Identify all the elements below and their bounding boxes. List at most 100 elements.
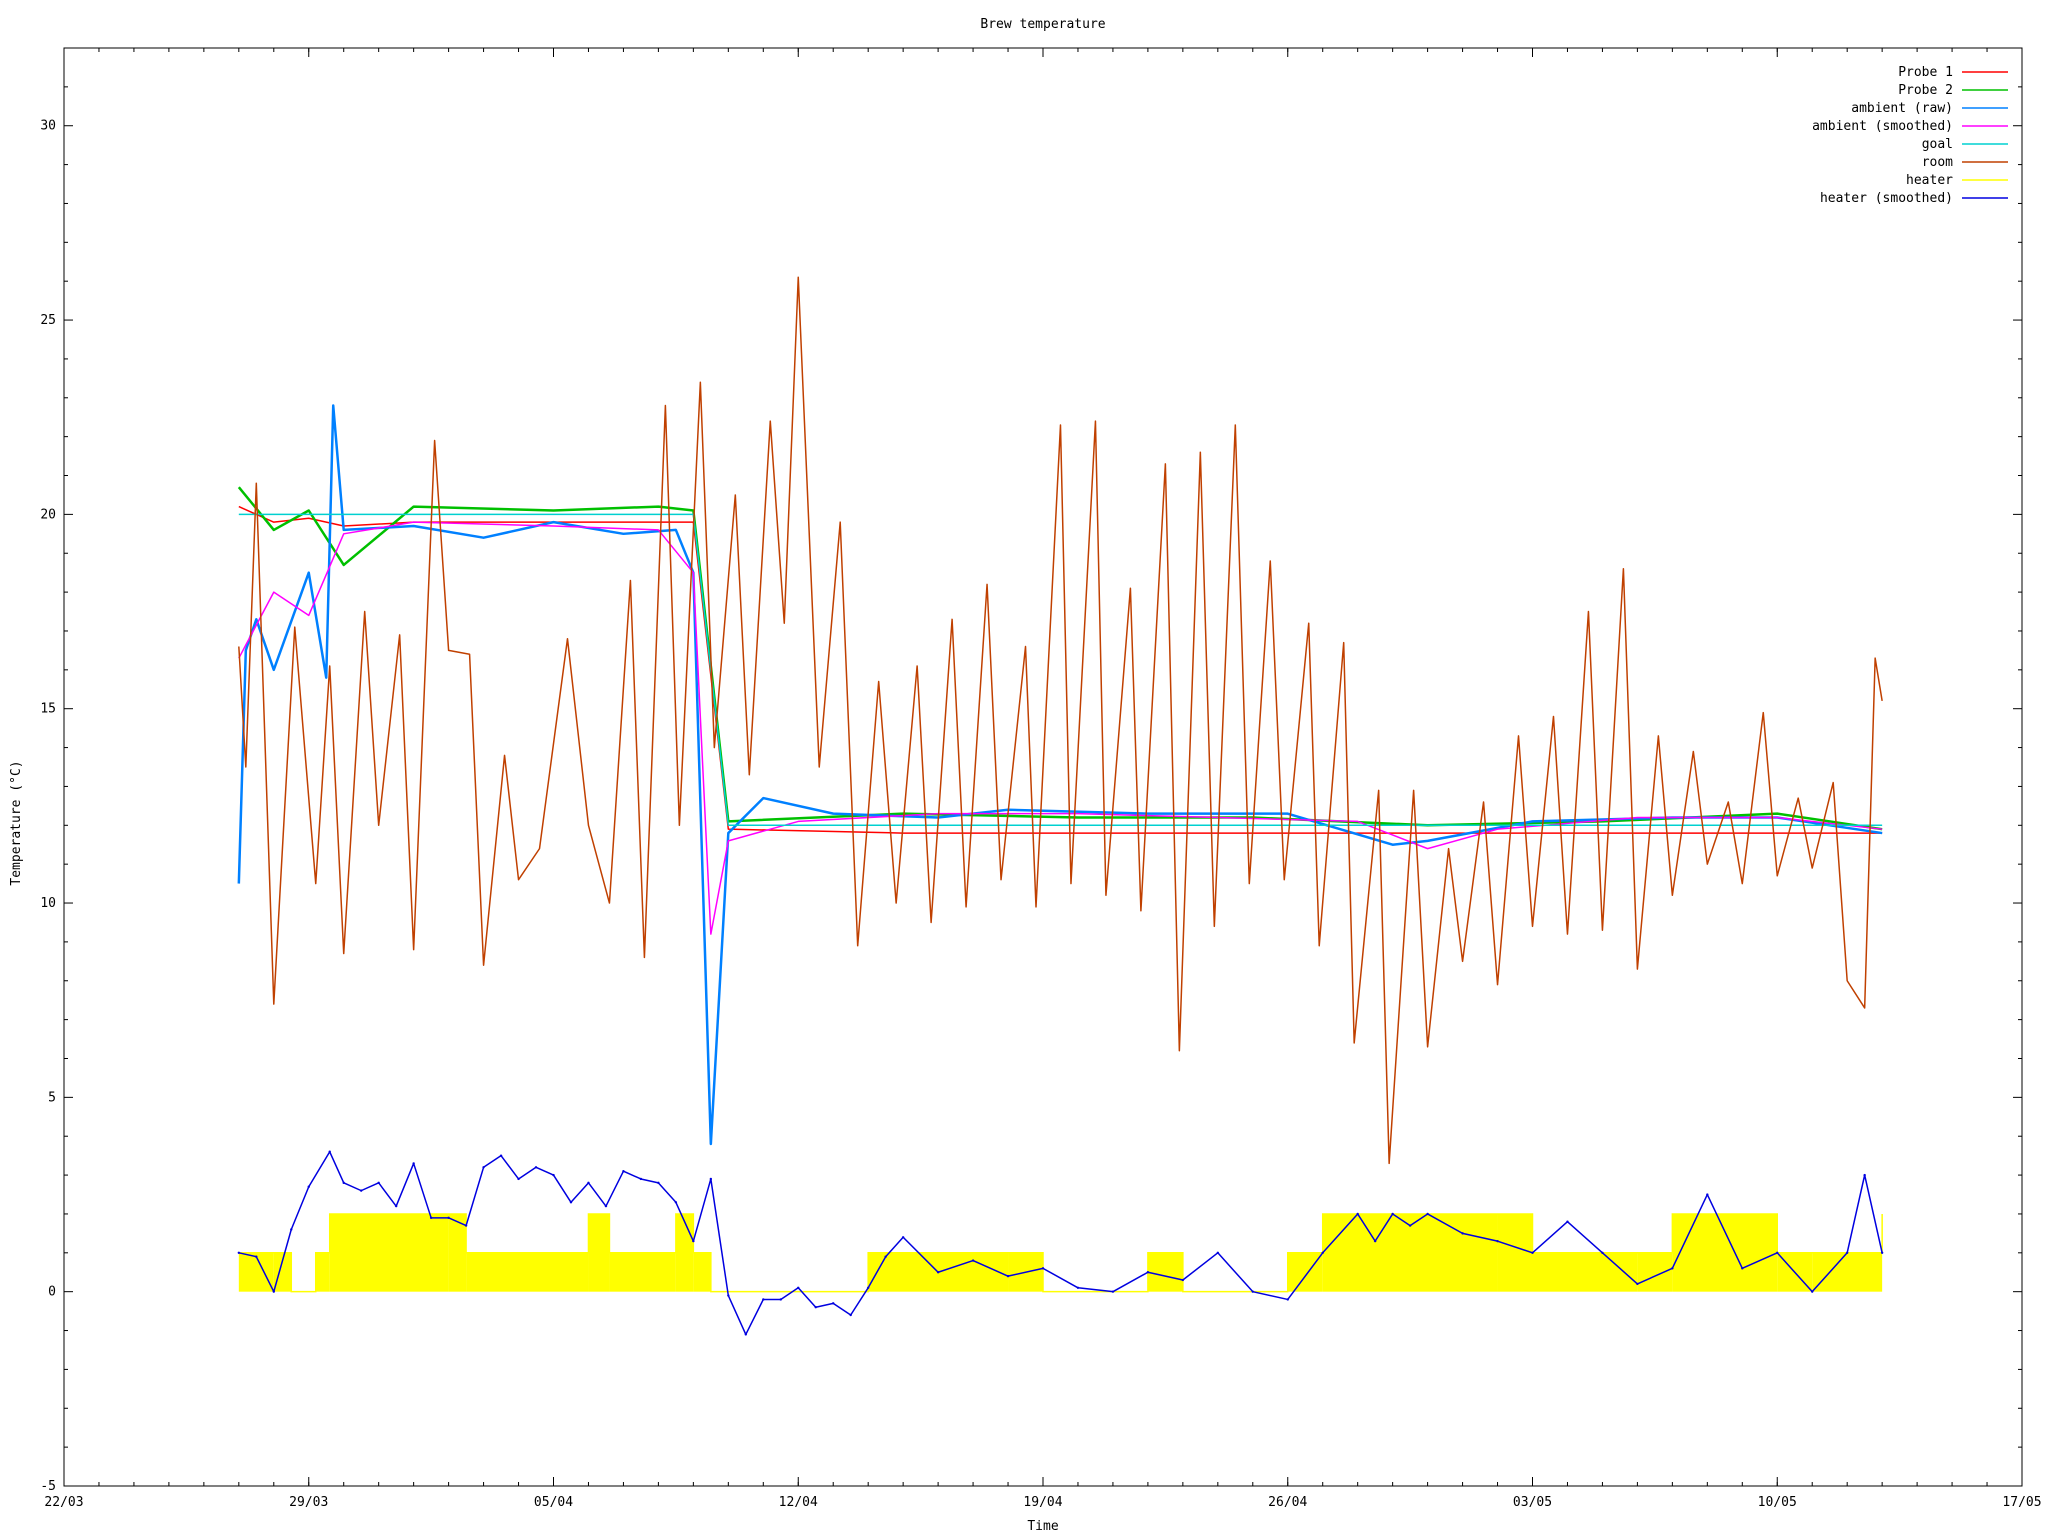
point-heater-smoothed (517, 1177, 520, 1181)
point-heater-smoothed (832, 1302, 835, 1305)
x-tick-label: 10/05 (1758, 1495, 1797, 1510)
point-heater-smoothed (1776, 1251, 1779, 1255)
point-heater-smoothed (797, 1286, 800, 1289)
point-heater-smoothed (1461, 1232, 1464, 1235)
point-heater-smoothed (1181, 1278, 1185, 1282)
y-tick-label: 5 (48, 1090, 56, 1105)
heater-bar (675, 1213, 694, 1292)
legend-label-goal: goal (1922, 137, 1953, 152)
y-tick-label: 20 (40, 507, 56, 522)
point-heater-smoothed (552, 1173, 555, 1177)
point-heater-smoothed (674, 1201, 678, 1204)
point-heater-smoothed (1006, 1274, 1010, 1278)
point-heater-smoothed (534, 1166, 538, 1169)
point-heater-smoothed (1216, 1251, 1220, 1255)
point-heater-smoothed (1146, 1271, 1150, 1274)
point-heater-smoothed (1356, 1212, 1359, 1216)
point-heater-smoothed (1741, 1267, 1744, 1270)
y-tick-label: 0 (48, 1285, 56, 1300)
point-heater-smoothed (936, 1271, 940, 1274)
point-heater-smoothed (1863, 1173, 1866, 1177)
heater-bar (693, 1252, 711, 1292)
series-heater (238, 1213, 1883, 1293)
point-heater-smoothed (762, 1298, 765, 1301)
chart-title: Brew temperature (980, 17, 1105, 32)
point-heater-smoothed (412, 1162, 415, 1165)
heater-bar (329, 1213, 449, 1292)
point-heater-smoothed (744, 1333, 748, 1336)
heater-bar (1637, 1252, 1673, 1292)
point-heater-smoothed (692, 1239, 695, 1243)
heater-bar (1322, 1213, 1498, 1292)
y-axis-label: Temperature (°C) (9, 760, 24, 885)
point-heater-smoothed (1636, 1282, 1639, 1286)
y-tick-label: 25 (40, 313, 56, 328)
point-heater-smoothed (569, 1201, 573, 1204)
series-room (238, 276, 1883, 1165)
point-heater-smoothed (1811, 1290, 1814, 1293)
point-heater-smoothed (359, 1189, 363, 1192)
legend-label-heater-smoothed: heater (smoothed) (1820, 191, 1953, 206)
point-heater-smoothed (272, 1290, 275, 1293)
heater-bar (1147, 1252, 1183, 1292)
heater-bar (466, 1252, 589, 1292)
series-heater-smoothed (237, 1150, 1884, 1336)
point-heater-smoothed (622, 1169, 625, 1173)
point-heater-smoothed (237, 1251, 241, 1255)
point-heater-smoothed (1671, 1267, 1674, 1270)
heater-bar (315, 1252, 330, 1292)
point-heater-smoothed (884, 1255, 887, 1258)
point-heater-smoothed (1706, 1193, 1709, 1196)
heater-bar (1287, 1252, 1323, 1292)
y-tick-label: 15 (40, 702, 56, 717)
legend-label-ambient-smoothed: ambient (smoothed) (1812, 119, 1953, 134)
legend: Probe 1 Probe 2 ambient (raw) ambient (smoo… (1812, 65, 2008, 206)
series-line-heater (238, 1213, 1883, 1293)
point-heater-smoothed (447, 1216, 450, 1220)
legend-label-probe-2: Probe 2 (1898, 83, 1953, 98)
point-heater-smoothed (482, 1166, 485, 1169)
point-heater-smoothed (342, 1181, 345, 1185)
x-tick-label: 12/04 (779, 1495, 818, 1510)
x-tick-label: 05/04 (534, 1495, 573, 1510)
heater-bar (609, 1252, 676, 1292)
point-heater-smoothed (1373, 1239, 1377, 1243)
point-heater-smoothed (1426, 1212, 1429, 1216)
point-heater-smoothed (1286, 1298, 1289, 1301)
point-heater-smoothed (1531, 1251, 1534, 1255)
point-heater-smoothed (1391, 1212, 1394, 1216)
point-heater-smoothed (429, 1216, 433, 1220)
point-heater-smoothed (657, 1181, 660, 1185)
y-tick-label: 10 (40, 896, 56, 911)
legend-label-heater: heater (1906, 173, 1953, 188)
point-heater-smoothed (901, 1236, 905, 1239)
heater-bar (1672, 1213, 1778, 1292)
legend-label-room: room (1922, 155, 1953, 170)
heater-bar (238, 1252, 274, 1292)
point-heater-smoothed (377, 1181, 380, 1185)
series-line-room (238, 276, 1883, 1165)
point-heater-smoothed (604, 1204, 608, 1208)
point-heater-smoothed (1408, 1224, 1412, 1227)
y-tick-label: -5 (40, 1479, 56, 1494)
point-heater-smoothed (1880, 1251, 1884, 1255)
heater-bar (1497, 1213, 1533, 1292)
legend-label-probe-1: Probe 1 (1898, 65, 1953, 80)
point-heater-smoothed (1496, 1239, 1499, 1243)
point-heater-smoothed (779, 1298, 782, 1301)
legend-label-ambient-raw: ambient (raw) (1851, 101, 1953, 116)
point-heater-smoothed (328, 1150, 331, 1153)
point-heater-smoothed (290, 1228, 293, 1231)
series-layer (237, 276, 1884, 1336)
x-tick-label: 22/03 (44, 1495, 83, 1510)
x-tick-label: 26/04 (1268, 1495, 1307, 1510)
point-heater-smoothed (464, 1224, 468, 1227)
point-heater-smoothed (971, 1259, 975, 1262)
x-axis-label: Time (1027, 1519, 1058, 1534)
x-tick-label: 29/03 (289, 1495, 328, 1510)
point-heater-smoothed (727, 1294, 730, 1297)
point-heater-smoothed (1251, 1290, 1254, 1293)
point-heater-smoothed (709, 1177, 713, 1181)
